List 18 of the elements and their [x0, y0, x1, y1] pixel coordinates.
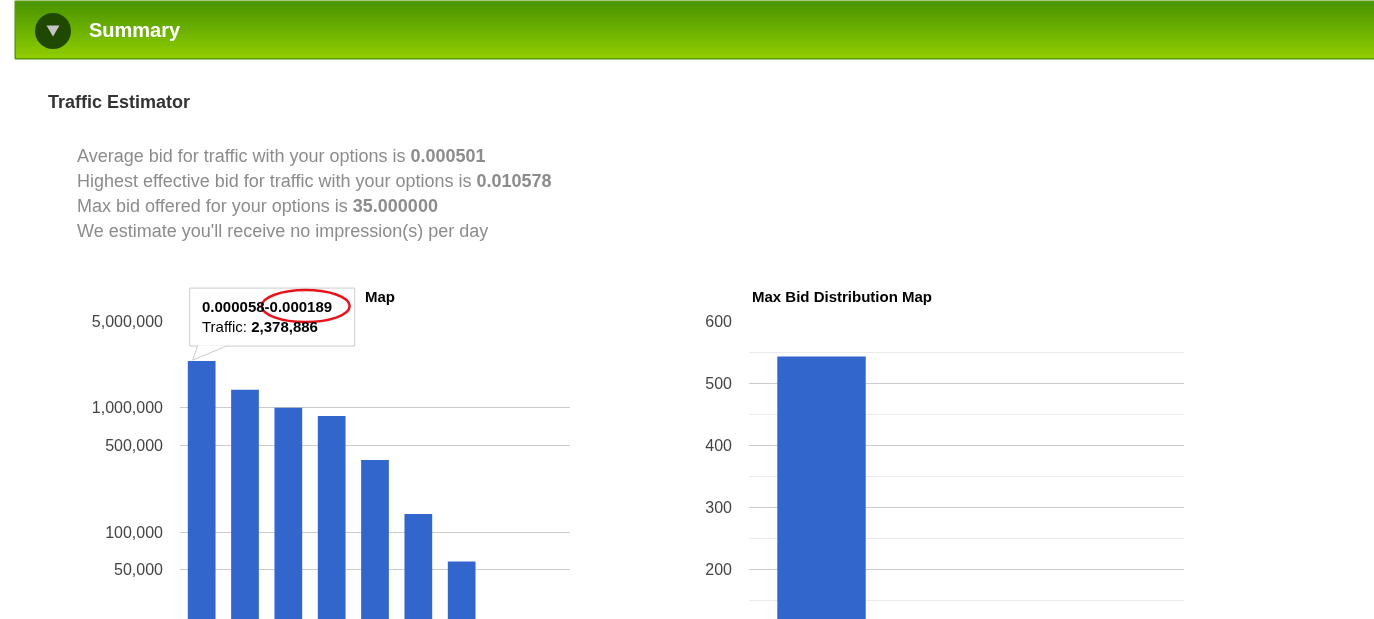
text: Average bid for traffic with your options is 0.000501	[77, 146, 486, 166]
y-tick-label: 200	[705, 560, 733, 578]
y-tick-label: 400	[705, 436, 733, 454]
y-tick-label: 100,000	[105, 523, 164, 541]
chart-title: Max Bid Distribution Map	[752, 288, 932, 305]
y-tick-label: 600	[705, 312, 733, 330]
text: We estimate you'll receive no impression(s) per day	[77, 221, 489, 241]
y-tick-label: 500,000	[105, 436, 164, 454]
y-tick-label: 500	[705, 374, 733, 392]
text: Traffic Estimator	[48, 92, 191, 112]
text: Highest effective bid for traffic with your options is 0.010578	[77, 171, 552, 191]
text: Max bid offered for your options is 35.000000	[77, 196, 438, 216]
y-tick-label: 5,000,000	[91, 312, 164, 330]
y-tick-label: 50,000	[114, 561, 164, 579]
chart-title: Map	[365, 288, 395, 305]
y-tick-label: 1,000,000	[91, 399, 164, 417]
text: Summary	[89, 19, 182, 41]
y-tick-label: 300	[705, 498, 733, 516]
